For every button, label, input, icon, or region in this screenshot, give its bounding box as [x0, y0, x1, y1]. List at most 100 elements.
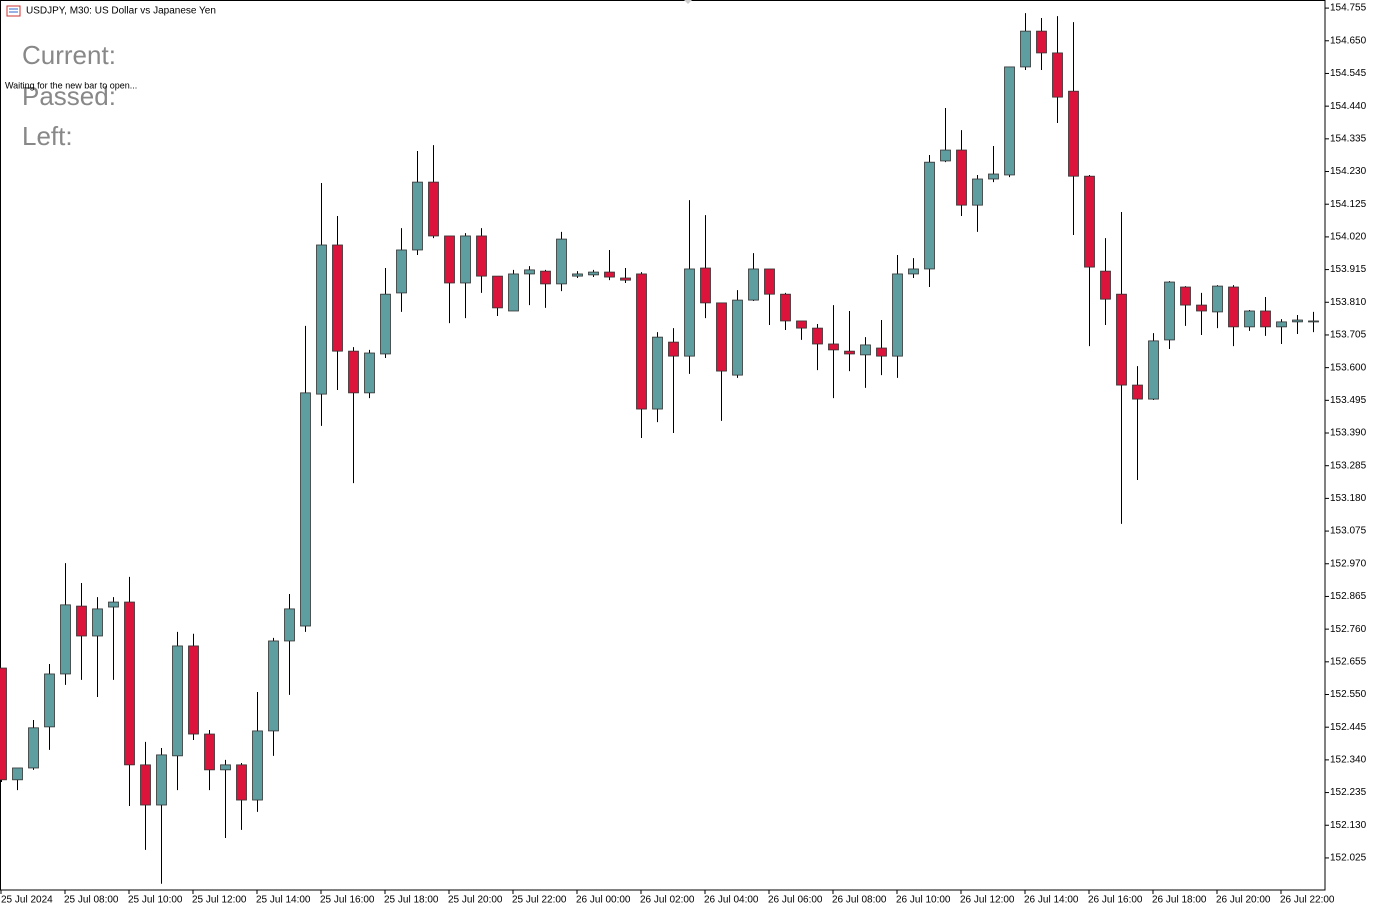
x-tick-label: 26 Jul 20:00: [1216, 895, 1271, 906]
candles: [0, 13, 1319, 884]
candle-body: [540, 270, 551, 285]
symbol-icon: [6, 5, 21, 17]
candle-body: [956, 149, 967, 206]
candle-body: [492, 275, 503, 309]
candle-body: [556, 238, 567, 285]
y-tick-label: 153.495: [1330, 395, 1367, 406]
y-tick-label: 154.440: [1330, 101, 1367, 112]
status-text: Waiting for the new bar to open...: [5, 80, 137, 90]
x-tick-label: 25 Jul 10:00: [128, 895, 183, 906]
candle-body: [28, 727, 39, 769]
candle-body: [348, 350, 359, 394]
candle-body: [380, 293, 391, 355]
candle-body: [0, 667, 7, 781]
y-tick-label: 152.235: [1330, 787, 1367, 798]
candle-body: [124, 601, 135, 766]
y-tick-label: 154.650: [1330, 35, 1367, 46]
y-tick-label: 154.755: [1330, 3, 1367, 14]
candle-body: [588, 271, 599, 276]
candle-body: [812, 327, 823, 345]
candle-body: [908, 268, 919, 275]
candle-body: [92, 608, 103, 637]
x-tick-label: 26 Jul 14:00: [1024, 895, 1079, 906]
candle-body: [700, 267, 711, 304]
candle-body: [12, 767, 23, 781]
timer-label: Current:: [22, 40, 116, 70]
candle-body: [108, 601, 119, 608]
y-tick-label: 154.230: [1330, 166, 1367, 177]
candle-body: [1068, 90, 1079, 177]
candle-body: [604, 271, 615, 278]
candle-body: [1276, 321, 1287, 328]
candle-body: [748, 268, 759, 301]
candle-body: [780, 293, 791, 322]
candle-body: [940, 149, 951, 162]
timer-label: Passed:: [22, 81, 116, 111]
plot-frame: [0, 0, 1326, 891]
x-tick-label: 25 Jul 08:00: [64, 895, 119, 906]
x-tick-label: 26 Jul 16:00: [1088, 895, 1143, 906]
y-tick-label: 153.810: [1330, 297, 1367, 308]
candle-body: [1164, 281, 1175, 341]
candle-body: [444, 235, 455, 284]
candle-body: [684, 268, 695, 357]
x-tick-label: 25 Jul 20:00: [448, 895, 503, 906]
x-tick-label: 25 Jul 18:00: [384, 895, 439, 906]
candle-body: [300, 392, 311, 627]
candle-body: [572, 273, 583, 277]
candle-body: [764, 268, 775, 295]
y-tick-label: 153.705: [1330, 330, 1367, 341]
y-tick-label: 152.865: [1330, 591, 1367, 602]
candle-body: [972, 178, 983, 206]
candle-body: [1100, 270, 1111, 300]
candle-body: [636, 273, 647, 410]
shift-marker: [684, 0, 692, 4]
x-tick-label: 26 Jul 18:00: [1152, 895, 1207, 906]
candle-body: [1244, 310, 1255, 328]
y-tick-label: 153.915: [1330, 264, 1367, 275]
y-tick-label: 153.285: [1330, 460, 1367, 471]
candle-body: [268, 640, 279, 732]
candle-body: [1180, 286, 1191, 306]
candle-body: [796, 320, 807, 329]
x-tick-label: 26 Jul 12:00: [960, 895, 1015, 906]
chart-symbol: USDJPY, M30: US Dollar vs Japanese Yen: [26, 6, 216, 17]
candle-body: [1036, 30, 1047, 54]
x-tick-label: 26 Jul 22:00: [1280, 895, 1335, 906]
candle-body: [668, 341, 679, 357]
candle-body: [988, 173, 999, 180]
y-tick-label: 154.335: [1330, 133, 1367, 144]
candle-body: [620, 277, 631, 281]
candle-body: [236, 764, 247, 801]
timer-label: Left:: [22, 121, 73, 151]
candle-body: [732, 299, 743, 376]
y-tick-label: 153.600: [1330, 362, 1367, 373]
candle-body: [1292, 319, 1303, 323]
candle-body: [1004, 66, 1015, 176]
candle-body: [1052, 52, 1063, 98]
candle-body: [860, 344, 871, 356]
candle-body: [844, 350, 855, 355]
candle-body: [188, 645, 199, 735]
candle-body: [828, 343, 839, 351]
candle-body: [716, 302, 727, 372]
candle-body: [1084, 175, 1095, 268]
x-tick-label: 26 Jul 06:00: [768, 895, 823, 906]
candle-body: [1116, 293, 1127, 386]
y-tick-label: 152.130: [1330, 820, 1367, 831]
candle-body: [652, 336, 663, 410]
candle-body: [460, 235, 471, 284]
y-tick-label: 153.180: [1330, 493, 1367, 504]
y-tick-label: 153.390: [1330, 428, 1367, 439]
candle-body: [396, 249, 407, 294]
candle-body: [876, 347, 887, 357]
candle-body: [76, 605, 87, 637]
candle-body: [892, 273, 903, 357]
candle-body: [1260, 310, 1271, 328]
candle-body: [284, 608, 295, 642]
x-tick-label: 25 Jul 12:00: [192, 895, 247, 906]
candle-body: [412, 181, 423, 251]
y-tick-label: 152.340: [1330, 755, 1367, 766]
